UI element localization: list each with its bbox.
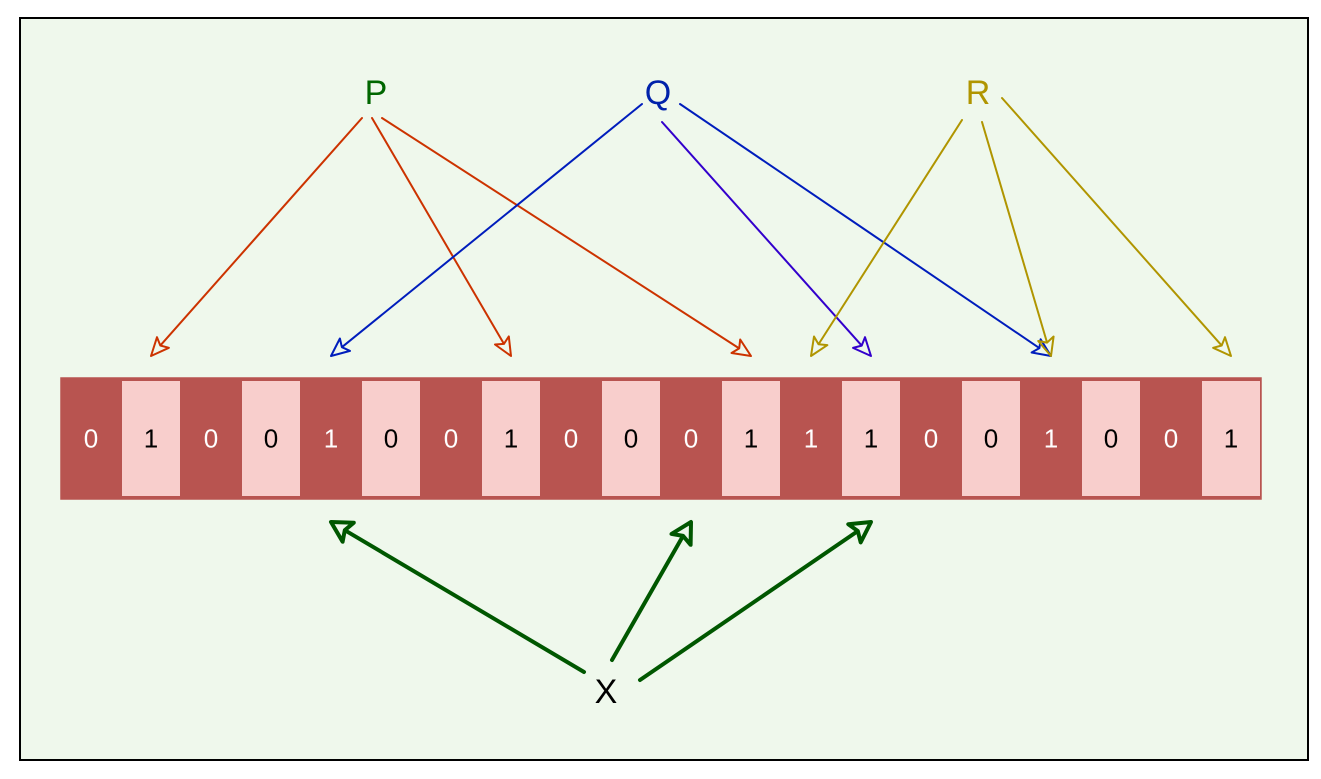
bit-array-frame	[60, 377, 1262, 500]
arrow-shaft	[341, 103, 643, 348]
arrow-shaft	[981, 121, 1048, 343]
hash-arrow	[638, 520, 873, 682]
arrow-shaft	[371, 117, 505, 345]
arrow-head	[494, 335, 512, 357]
hash-arrow	[150, 117, 363, 357]
arrow-head	[810, 335, 829, 357]
bit-value: 0	[204, 424, 218, 454]
bit-cell	[842, 381, 900, 496]
arrow-head	[1212, 336, 1232, 357]
arrow-head	[730, 338, 752, 357]
bit-cell	[1202, 381, 1260, 496]
bit-value: 0	[1104, 424, 1118, 454]
hash-arrow	[661, 121, 872, 357]
bit-value: 0	[984, 424, 998, 454]
bit-cell	[362, 381, 420, 496]
hash-arrow	[381, 117, 752, 357]
hash-arrow	[371, 117, 512, 357]
bit-value: 1	[504, 424, 518, 454]
bit-value: 0	[264, 424, 278, 454]
hash-arrow	[329, 520, 586, 674]
bit-cell	[722, 381, 780, 496]
bit-value: 0	[564, 424, 578, 454]
bit-value: 0	[84, 424, 98, 454]
arrow-shaft	[343, 528, 586, 674]
hash-arrow	[610, 520, 693, 662]
bit-value: 1	[864, 424, 878, 454]
arrow-shaft	[818, 119, 963, 345]
arrow-shaft	[679, 103, 1040, 349]
bit-cell	[122, 381, 180, 496]
bit-value: 0	[684, 424, 698, 454]
arrow-shaft	[1001, 97, 1223, 346]
label-x: X	[595, 673, 618, 711]
bit-cell	[242, 381, 300, 496]
bit-value: 0	[1164, 424, 1178, 454]
label-layer: P Q R X	[365, 74, 991, 711]
bit-cell	[482, 381, 540, 496]
arrow-head	[150, 336, 170, 357]
arrow-shaft	[610, 534, 685, 662]
bit-value: 1	[744, 424, 758, 454]
label-r: R	[966, 74, 991, 112]
arrow-head	[669, 520, 693, 547]
arrow-head	[852, 336, 872, 357]
hash-arrow	[679, 103, 1052, 357]
bit-array: 0 1 0 0 1 0 0 1 0 0 0 1 1 1 0 0 1 0 0 1	[60, 377, 1262, 500]
bit-value: 1	[1224, 424, 1238, 454]
arrow-shaft	[661, 121, 863, 346]
bit-value: 0	[444, 424, 458, 454]
bit-value: 0	[924, 424, 938, 454]
bit-value: 0	[384, 424, 398, 454]
hash-arrow	[810, 119, 963, 357]
bit-value: 1	[324, 424, 338, 454]
arrow-layer	[150, 97, 1232, 682]
hash-arrow	[1001, 97, 1232, 357]
arrow-head	[1030, 338, 1052, 357]
arrow-shaft	[159, 117, 363, 346]
bit-value: 1	[804, 424, 818, 454]
bit-value: 1	[144, 424, 158, 454]
arrow-head	[1037, 335, 1055, 357]
bit-cell	[1082, 381, 1140, 496]
arrow-head	[330, 337, 351, 357]
label-p: P	[365, 74, 388, 112]
bit-cell	[602, 381, 660, 496]
hash-arrow	[330, 103, 643, 357]
bit-cell	[962, 381, 1020, 496]
arrow-head	[846, 520, 873, 545]
bit-value: 1	[1044, 424, 1058, 454]
arrow-head	[329, 520, 356, 544]
hash-arrow	[981, 121, 1055, 357]
arrow-shaft	[638, 529, 859, 682]
bit-value: 0	[624, 424, 638, 454]
label-q: Q	[645, 74, 671, 112]
arrow-shaft	[381, 117, 740, 349]
